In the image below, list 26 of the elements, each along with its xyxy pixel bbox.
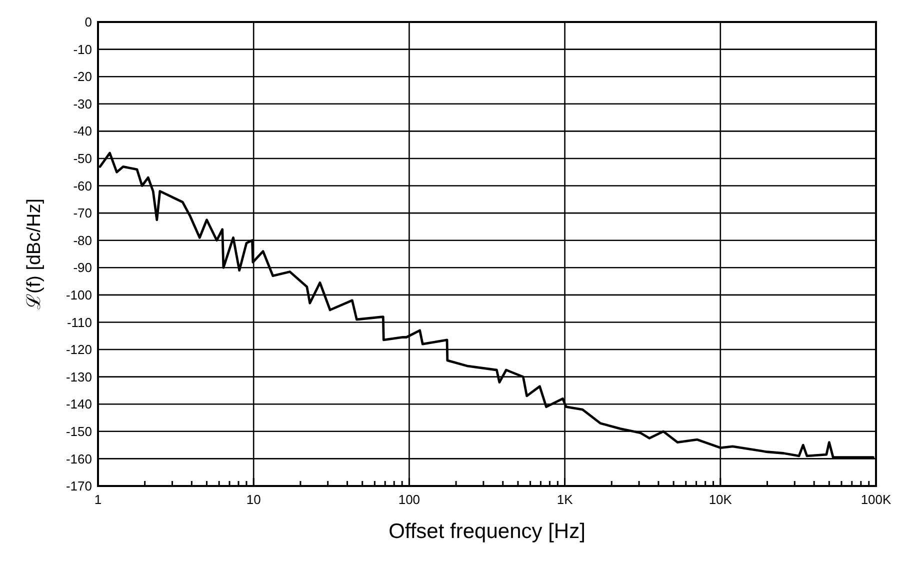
y-tick-label: -150 xyxy=(66,424,92,439)
y-tick-label: -60 xyxy=(73,178,92,194)
y-tick-label: -160 xyxy=(66,451,92,466)
x-tick-label: 10K xyxy=(708,492,732,507)
x-tick-label: 1K xyxy=(556,492,574,507)
y-tick-label: -30 xyxy=(73,96,92,112)
y-tick-label: -130 xyxy=(66,369,92,384)
y-tick-label: -110 xyxy=(66,314,92,330)
y-tick-label: -170 xyxy=(66,478,92,494)
y-tick-label: -80 xyxy=(73,232,92,248)
y-tick-label: 0 xyxy=(84,14,92,30)
y-tick-label: -20 xyxy=(73,69,92,84)
x-tick-label: 10 xyxy=(246,492,261,507)
y-tick-label: -40 xyxy=(73,124,92,139)
y-tick-label: -90 xyxy=(73,260,92,276)
y-tick-label: -100 xyxy=(66,287,92,302)
y-tick-label: -10 xyxy=(73,42,92,57)
y-tick-label: -140 xyxy=(66,396,92,412)
y-tick-label: -50 xyxy=(73,151,92,166)
x-tick-label: 100K xyxy=(860,492,892,507)
y-tick-label: -70 xyxy=(73,206,92,221)
y-tick-label: -120 xyxy=(66,342,92,358)
x-tick-label: 1 xyxy=(94,492,102,507)
y-axis-title: ℒ(f) [dBc/Hz] xyxy=(24,198,45,310)
x-axis-title: Offset frequency [Hz] xyxy=(388,520,586,543)
x-tick-label: 100 xyxy=(398,492,420,507)
